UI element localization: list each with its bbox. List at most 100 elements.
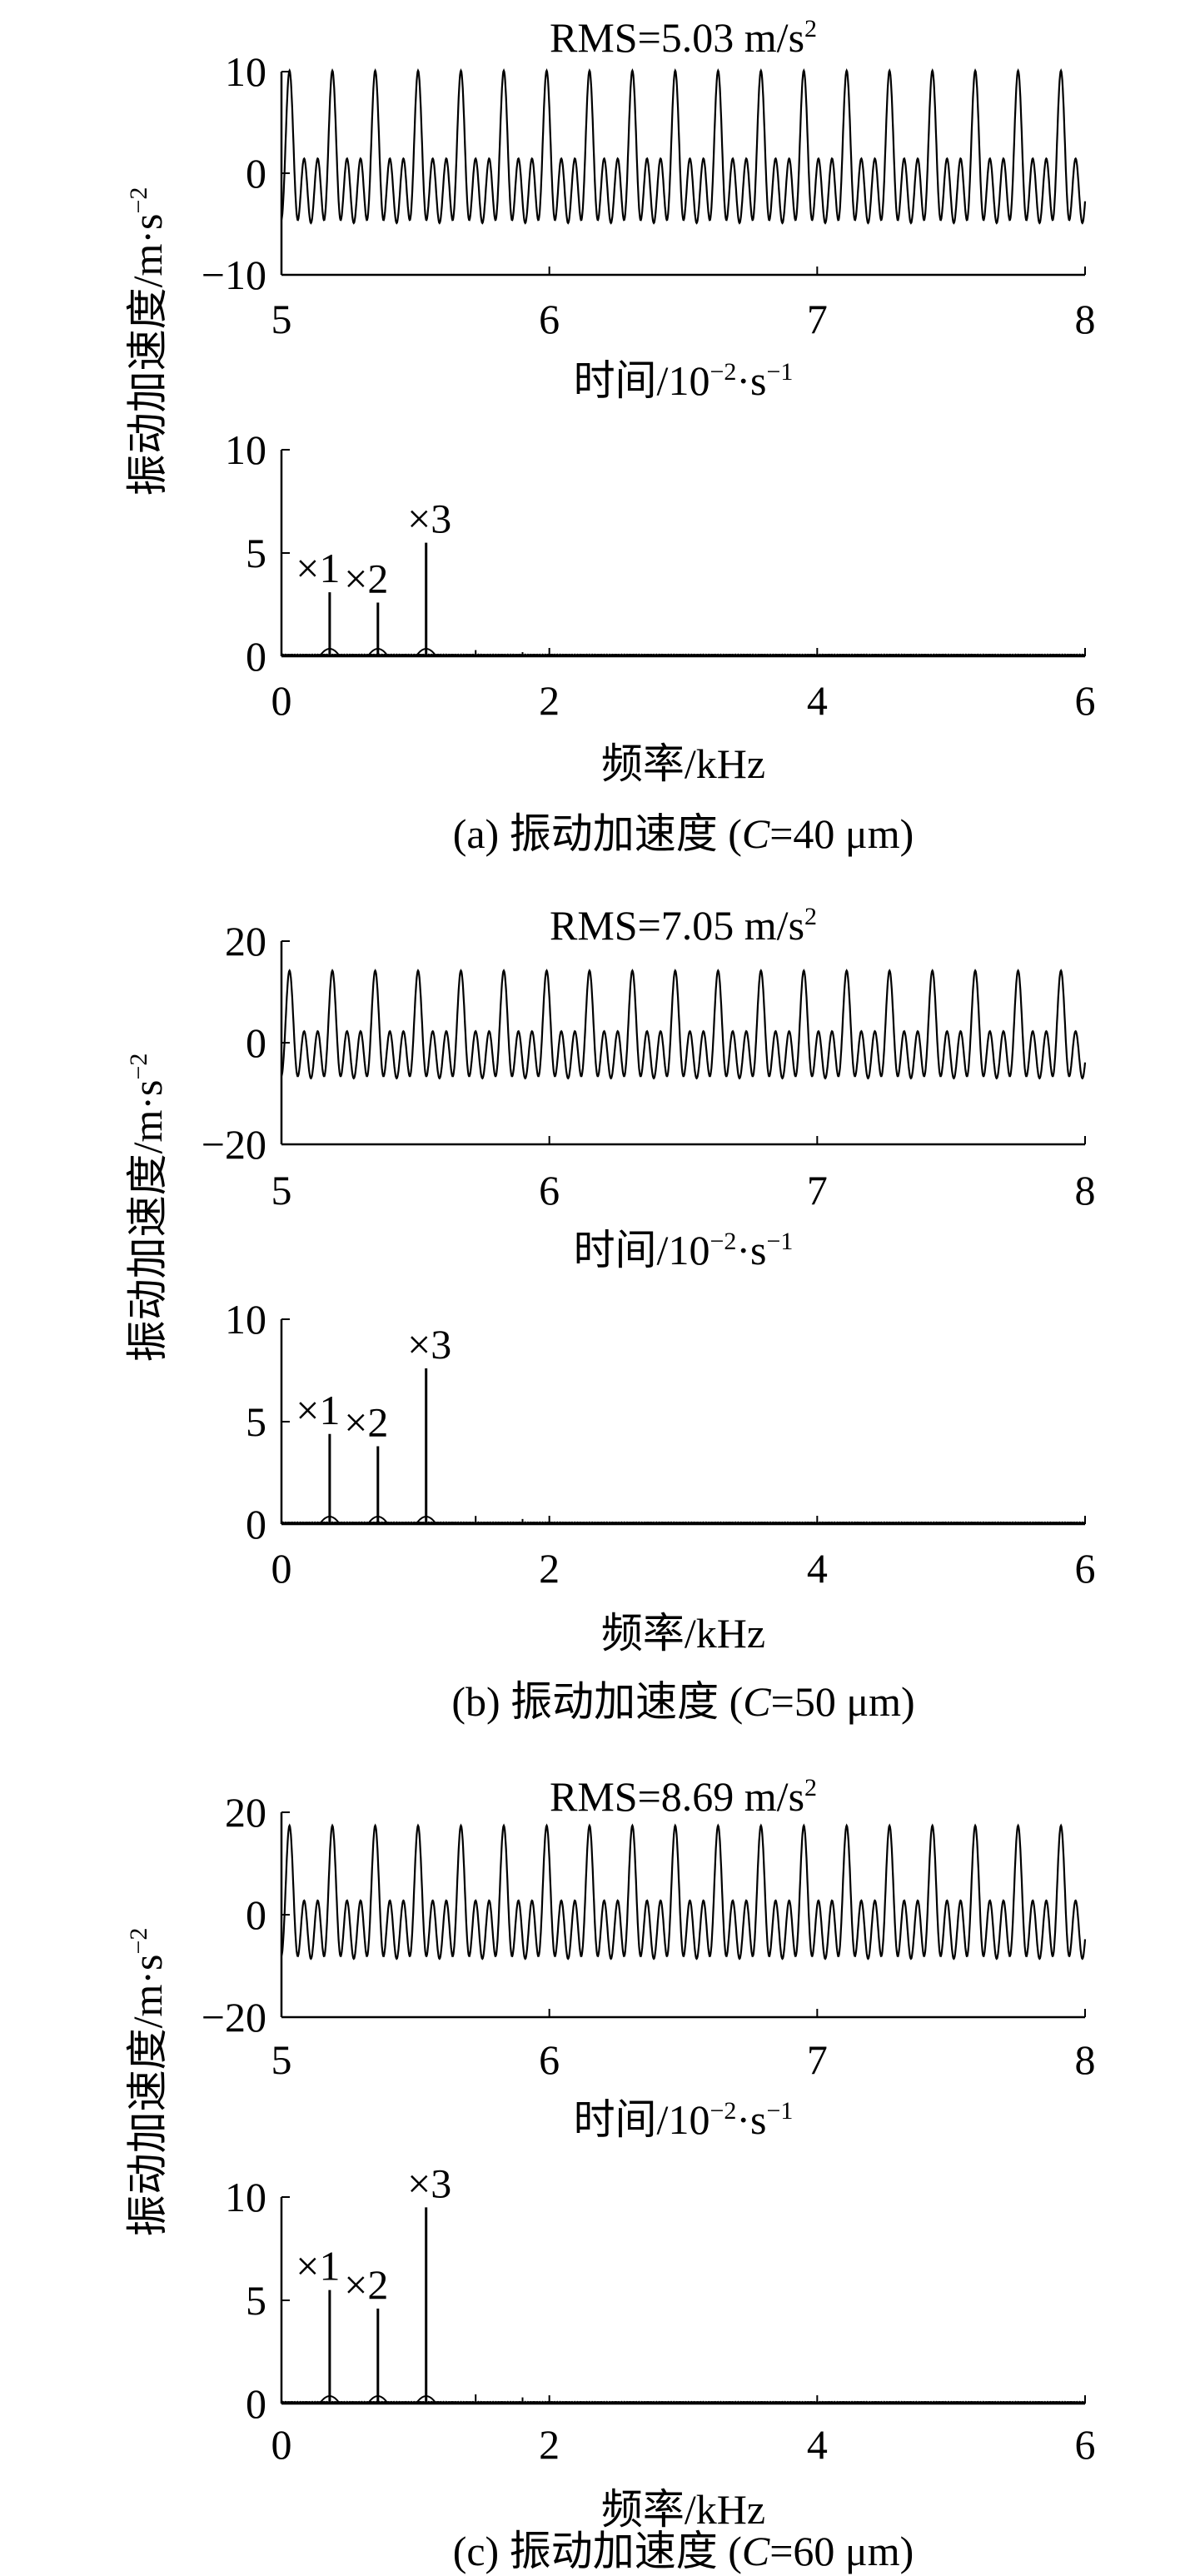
spectrum-peak-skirt [366, 2395, 389, 2404]
time-x-label-sup: −1 [767, 2097, 794, 2125]
spectrum-x-tick-label: 6 [1075, 1545, 1096, 1592]
rms-title-text: RMS=5.03 m/s [550, 14, 804, 61]
time-x-label-sup: −1 [767, 358, 794, 386]
spectrum-peak-skirt [366, 648, 389, 657]
panel-caption: (c) 振动加速度 (C=60 μm) [453, 2528, 914, 2574]
spectrum-y-tick-label: 5 [246, 1398, 266, 1445]
time-x-axis-label: 时间/10−2·s−1 [574, 1227, 794, 1273]
time-x-tick-label: 7 [807, 296, 828, 342]
time-x-tick-label: 8 [1075, 2036, 1096, 2083]
y-axis-label-text: 振动加速度/m·s [124, 1080, 171, 1363]
spectrum-noise-floor [281, 2400, 1086, 2404]
spectrum-peak-skirt [415, 1516, 437, 1525]
spectrum-peak-label: ×2 [344, 2261, 388, 2308]
caption-italic: C [742, 810, 770, 857]
y-axis-label: 振动加速度/m·s−2 [124, 1054, 171, 1363]
spectrum-x-axis-label: 频率/kHz [601, 740, 765, 787]
spectrum-peak-label: ×2 [344, 556, 388, 602]
y-axis-label-sup: −2 [125, 187, 152, 214]
caption-text: (b) 振动加速度 ( [451, 1678, 743, 1725]
time-x-tick-label: 5 [271, 1167, 292, 1213]
time-y-tick-label: 20 [225, 1789, 266, 1836]
spectrum-peak-skirt [319, 1516, 341, 1525]
time-x-tick-label: 7 [807, 1167, 828, 1213]
spectrum-x-tick-label: 4 [807, 1545, 828, 1592]
caption-italic: C [742, 2528, 770, 2574]
spectrum-y-tick-label: 0 [246, 633, 266, 680]
spectrum-y-tick-label: 10 [225, 2174, 266, 2220]
time-y-tick-label: −10 [202, 252, 266, 298]
time-x-label-sup: −2 [709, 2097, 736, 2125]
spectrum-peak-skirt [319, 2395, 341, 2404]
time-x-label-mid: ·s [736, 2096, 766, 2143]
spectrum-peak-label: ×1 [296, 2243, 340, 2290]
time-plot: RMS=8.69 m/s2 20 0 −205 6 7 8 时间/10−2·s−1 [202, 1773, 1096, 2143]
spectrum-x-tick-label: 0 [271, 2421, 292, 2468]
rms-title: RMS=7.05 m/s2 [550, 902, 817, 949]
time-y-tick-label: 0 [246, 1019, 266, 1066]
spectrum-x-tick-label: 2 [539, 2421, 560, 2468]
spectrum-x-tick-label: 4 [807, 677, 828, 724]
y-axis-label: 振动加速度/m·s−2 [124, 187, 171, 496]
spectrum-plot: 10 5 00 2 4 6 ×1 ×2 ×3 频率/kHz [225, 1296, 1096, 1657]
spectrum-x-tick-label: 0 [271, 677, 292, 724]
time-x-tick-label: 5 [271, 296, 292, 342]
caption-text: (a) 振动加速度 ( [453, 810, 742, 857]
spectrum-peak-skirt [415, 2395, 437, 2404]
time-x-tick-label: 7 [807, 2036, 828, 2083]
spectrum-x-tick-label: 0 [271, 1545, 292, 1592]
time-x-tick-label: 6 [539, 1167, 560, 1213]
rms-title-sup: 2 [804, 15, 817, 42]
time-y-tick-label: 10 [225, 48, 266, 95]
spectrum-y-tick-label: 0 [246, 2380, 266, 2427]
spectrum-x-tick-label: 2 [539, 677, 560, 724]
spectrum-peak-skirt [415, 648, 437, 657]
time-x-label-text: 时间/10 [574, 2096, 710, 2143]
y-axis-label-text: 振动加速度/m·s [124, 1955, 171, 2237]
rms-title-text: RMS=7.05 m/s [550, 902, 804, 949]
time-x-label-sup: −2 [709, 1228, 736, 1255]
time-plot: RMS=5.03 m/s2 10 0 −105 6 7 8 时间/10−2·s−1 [202, 14, 1096, 404]
rms-title: RMS=5.03 m/s2 [550, 14, 817, 61]
spectrum-peak-label: ×1 [296, 1387, 340, 1433]
spectrum-peak-label: ×3 [407, 496, 451, 542]
spectrum-peak-label: ×3 [407, 2160, 451, 2206]
time-plot: RMS=7.05 m/s2 20 0 −205 6 7 8 时间/10−2·s−1 [202, 902, 1096, 1273]
spectrum-plot: 10 5 00 2 4 6 ×1 ×2 ×3 频率/kHz [225, 2160, 1096, 2533]
spectrum-y-tick-label: 5 [246, 530, 266, 576]
caption-text: =50 μm) [771, 1678, 915, 1725]
time-y-tick-label: −20 [202, 1994, 266, 2040]
time-x-label-sup: −1 [767, 1228, 794, 1255]
time-x-tick-label: 6 [539, 296, 560, 342]
spectrum-peak-label: ×3 [407, 1321, 451, 1368]
time-y-tick-label: 0 [246, 1891, 266, 1938]
caption-text: =60 μm) [769, 2528, 914, 2574]
rms-title-sup: 2 [804, 1774, 817, 1801]
time-waveform-line [280, 67, 1087, 225]
spectrum-plot: 10 5 00 2 4 6 ×1 ×2 ×3 频率/kHz [225, 426, 1096, 787]
time-x-axis-label: 时间/10−2·s−1 [574, 357, 794, 404]
spectrum-y-tick-label: 10 [225, 1296, 266, 1343]
time-x-label-text: 时间/10 [574, 1227, 710, 1273]
time-x-axis-label: 时间/10−2·s−1 [574, 2096, 794, 2143]
rms-title-text: RMS=8.69 m/s [550, 1773, 804, 1820]
y-axis-label-text: 振动加速度/m·s [124, 214, 171, 496]
spectrum-x-tick-label: 4 [807, 2421, 828, 2468]
spectrum-noise-floor [281, 1521, 1086, 1524]
spectrum-peak-skirt [319, 648, 341, 657]
panel-caption: (a) 振动加速度 (C=40 μm) [453, 810, 914, 857]
time-x-label-mid: ·s [736, 357, 766, 404]
spectrum-x-tick-label: 6 [1075, 2421, 1096, 2468]
panel-caption: (b) 振动加速度 (C=50 μm) [451, 1678, 914, 1725]
time-waveform-line [280, 969, 1087, 1080]
rms-title-sup: 2 [804, 903, 817, 930]
y-axis-label-sup: −2 [125, 1054, 152, 1080]
time-x-tick-label: 6 [539, 2036, 560, 2083]
time-x-tick-label: 5 [271, 2036, 292, 2083]
time-x-tick-label: 8 [1075, 1167, 1096, 1213]
time-x-tick-label: 8 [1075, 296, 1096, 342]
spectrum-peak-label: ×2 [344, 1399, 388, 1446]
time-y-tick-label: −20 [202, 1121, 266, 1168]
